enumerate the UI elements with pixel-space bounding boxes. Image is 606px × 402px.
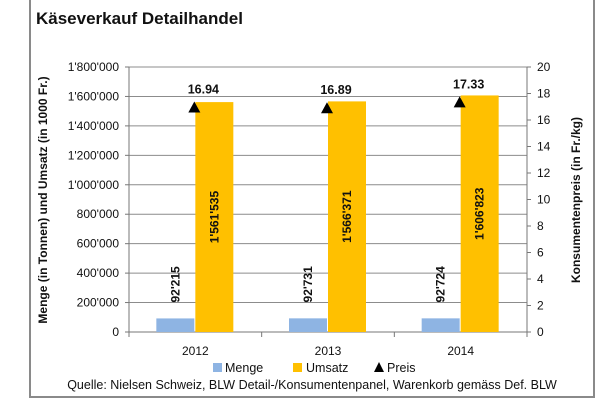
y-tick-label: 1'200'000 bbox=[68, 148, 120, 162]
y-tick-label: 1'000'000 bbox=[68, 178, 120, 192]
bar-umsatz bbox=[195, 102, 234, 332]
data-label-umsatz: 1'606'823 bbox=[473, 187, 487, 240]
bar-menge bbox=[421, 318, 460, 332]
bar-umsatz bbox=[328, 101, 366, 332]
data-label-umsatz: 1'566'371 bbox=[340, 190, 354, 243]
legend-label-umsatz: Umsatz bbox=[306, 361, 348, 375]
y-tick-label: 200'000 bbox=[77, 296, 120, 310]
y-tick-label: 800'000 bbox=[77, 207, 120, 221]
y2-tick-label: 14 bbox=[537, 140, 551, 154]
y-axis-label: Menge (in Tonnen) und Umsatz (in 1000 Fr… bbox=[36, 76, 50, 323]
y2-tick-label: 20 bbox=[537, 60, 551, 74]
bar-menge bbox=[156, 318, 195, 332]
y2-tick-label: 10 bbox=[537, 193, 551, 207]
data-label-menge: 92'215 bbox=[168, 266, 182, 303]
data-label-preis: 16.94 bbox=[188, 83, 219, 97]
y2-tick-label: 8 bbox=[537, 219, 544, 233]
legend-swatch-umsatz bbox=[293, 363, 302, 372]
y2-tick-label: 6 bbox=[537, 246, 544, 260]
legend-swatch-menge bbox=[213, 363, 222, 372]
data-label-preis: 16.89 bbox=[320, 83, 351, 97]
y2-tick-label: 2 bbox=[537, 299, 544, 313]
y2-tick-label: 0 bbox=[537, 325, 544, 339]
marker-preis bbox=[453, 96, 466, 108]
x-tick-label: 2013 bbox=[315, 344, 342, 358]
x-tick-label: 2012 bbox=[182, 344, 209, 358]
y-tick-label: 400'000 bbox=[77, 266, 120, 280]
y-tick-label: 0 bbox=[112, 325, 119, 339]
y2-axis-label: Konsumentenpreis (in Fr./kg) bbox=[569, 117, 583, 283]
legend-marker-preis bbox=[374, 362, 384, 372]
data-label-menge: 92'731 bbox=[301, 266, 315, 303]
marker-preis bbox=[321, 102, 333, 114]
data-label-menge: 92'724 bbox=[434, 266, 448, 303]
y2-tick-label: 18 bbox=[537, 87, 551, 101]
bar-umsatz bbox=[460, 95, 499, 333]
data-label-umsatz: 1'561'535 bbox=[207, 191, 221, 244]
data-label-preis: 17.33 bbox=[453, 77, 484, 91]
y2-tick-label: 4 bbox=[537, 272, 544, 286]
y2-tick-label: 16 bbox=[537, 113, 551, 127]
marker-preis bbox=[188, 101, 201, 113]
chart-frame bbox=[29, 0, 595, 398]
legend-label-preis: Preis bbox=[387, 361, 415, 375]
source-note: Quelle: Nielsen Schweiz, BLW Detail-/Kon… bbox=[67, 378, 557, 392]
x-tick-label: 2014 bbox=[447, 344, 474, 358]
y-tick-label: 1'600'000 bbox=[68, 89, 120, 103]
chart-title: Käseverkauf Detailhandel bbox=[36, 9, 243, 28]
bar-menge bbox=[289, 318, 327, 332]
y2-tick-label: 12 bbox=[537, 166, 551, 180]
y-tick-label: 600'000 bbox=[77, 237, 120, 251]
y-tick-label: 1'400'000 bbox=[68, 119, 120, 133]
y-tick-label: 1'800'000 bbox=[68, 60, 120, 74]
legend-label-menge: Menge bbox=[225, 361, 263, 375]
